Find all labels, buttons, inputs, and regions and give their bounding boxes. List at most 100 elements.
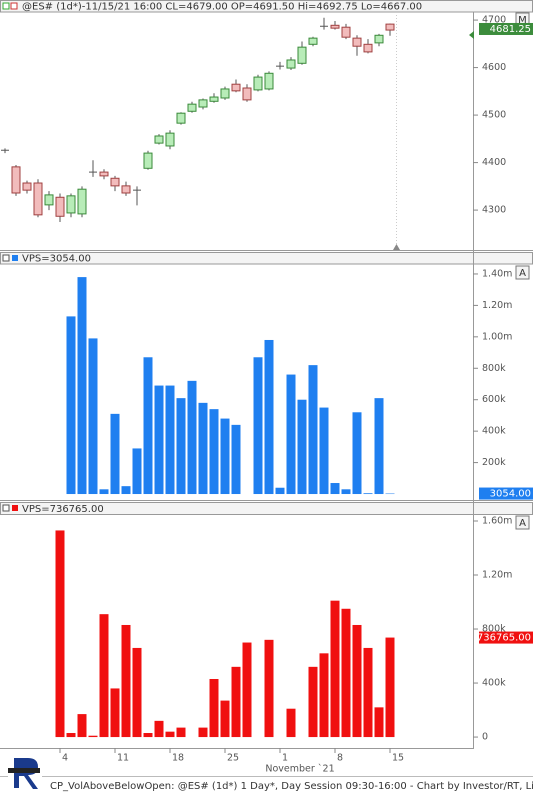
y-tick-label: 0: [482, 732, 488, 743]
bar: [209, 678, 219, 738]
y-tick-label: 4400: [482, 157, 506, 168]
candle-body: [143, 152, 153, 169]
y-tick-label: 1.00m: [482, 331, 512, 342]
y-tick-label: 4600: [482, 62, 506, 73]
x-tick-label: 18: [172, 753, 184, 764]
last-value-box: [479, 631, 533, 644]
y-tick-label: 1.20m: [482, 300, 512, 311]
last-value-box: [479, 22, 533, 35]
bar: [165, 385, 175, 495]
cursor-marker: [393, 244, 400, 250]
bar: [308, 666, 318, 738]
candle-body: [308, 37, 318, 45]
button[interactable]: [515, 515, 530, 530]
y-tick-label: 1.20m: [482, 570, 512, 581]
bar: [88, 735, 98, 738]
y-tick-label: 4500: [482, 110, 506, 121]
candle-body: [352, 37, 362, 47]
x-axis-label: November `21: [265, 764, 334, 775]
bar: [341, 489, 351, 495]
bar: [297, 399, 307, 495]
candle-body: [286, 59, 296, 69]
candle-body: [363, 43, 373, 53]
y-tick-label: 4300: [482, 205, 506, 216]
candle-body: [11, 166, 21, 194]
candle-body: [165, 132, 175, 147]
candle-body: [22, 182, 32, 191]
candle-body: [44, 194, 54, 206]
y-tick-label: 4700: [482, 15, 506, 26]
x-tick-label: 15: [392, 753, 404, 764]
bar: [374, 707, 384, 738]
candle-body: [209, 96, 219, 102]
candle-body: [253, 76, 263, 91]
bar: [143, 357, 153, 495]
candle-body: [264, 72, 274, 90]
bar: [154, 720, 164, 738]
y-tick-label: 800k: [482, 624, 506, 635]
bar: [363, 647, 373, 738]
bar: [198, 727, 208, 738]
x-tick-label: 25: [227, 753, 239, 764]
button-label[interactable]: M: [518, 15, 527, 26]
bar: [352, 412, 362, 495]
candle-body: [385, 23, 395, 31]
candle-body: [341, 26, 351, 38]
candle-body: [220, 88, 230, 99]
bar: [242, 642, 252, 738]
bar: [209, 409, 219, 495]
candle-body: [176, 112, 186, 124]
last-value-label: 736765.00: [477, 633, 531, 644]
candle-body: [374, 34, 384, 44]
candle-body: [121, 185, 131, 194]
bar: [319, 407, 329, 495]
candle-body: [187, 103, 197, 112]
y-tick-label: 1.40m: [482, 268, 512, 279]
button-label[interactable]: A: [519, 518, 526, 529]
header-icons: [2, 2, 18, 512]
bar: [77, 277, 87, 495]
candle-body: [110, 177, 120, 187]
price-pointer: [469, 31, 474, 39]
footer: CP_VolAboveBelowOpen: @ES# (1d*) 1 Day*,…: [50, 781, 533, 792]
candle-body: [77, 188, 87, 215]
button[interactable]: [515, 265, 530, 280]
bar: [330, 600, 340, 738]
x-tick-label: 11: [117, 753, 129, 764]
bar: [176, 727, 186, 738]
bar: [77, 714, 87, 738]
bar: [99, 489, 109, 495]
button-label[interactable]: A: [519, 268, 526, 279]
candle-body: [297, 46, 307, 64]
bar: [55, 530, 65, 738]
bar: [253, 357, 263, 495]
bar: [231, 666, 241, 738]
bar: [198, 402, 208, 495]
bar: [275, 487, 285, 495]
bar: [231, 424, 241, 495]
candle-body: [231, 83, 241, 92]
candle-body: [330, 24, 340, 29]
frames: [0, 0, 533, 749]
bar: [121, 624, 131, 738]
y-tick-label: 200k: [482, 457, 506, 468]
bar: [330, 483, 340, 495]
bar: [363, 493, 373, 495]
candle-body: [198, 99, 208, 108]
y-tick-label: 400k: [482, 426, 506, 437]
candle-body: [66, 195, 76, 214]
pane-buttons[interactable]: [515, 12, 530, 530]
bar: [385, 637, 395, 738]
candle-body: [154, 135, 164, 144]
bar: [374, 398, 384, 495]
x-tick-label: 4: [62, 753, 68, 764]
pane-title: @ES# (1d*)-11/15/21 16:00 CL=4679.00 OP=…: [22, 2, 422, 13]
bar: [286, 374, 296, 495]
bar: [165, 731, 175, 738]
candle-body: [55, 196, 65, 217]
candle-body: [99, 171, 109, 177]
bar: [88, 338, 98, 495]
last-value-label: 4681.25: [490, 24, 531, 35]
bar: [132, 647, 142, 738]
bar: [132, 448, 142, 495]
